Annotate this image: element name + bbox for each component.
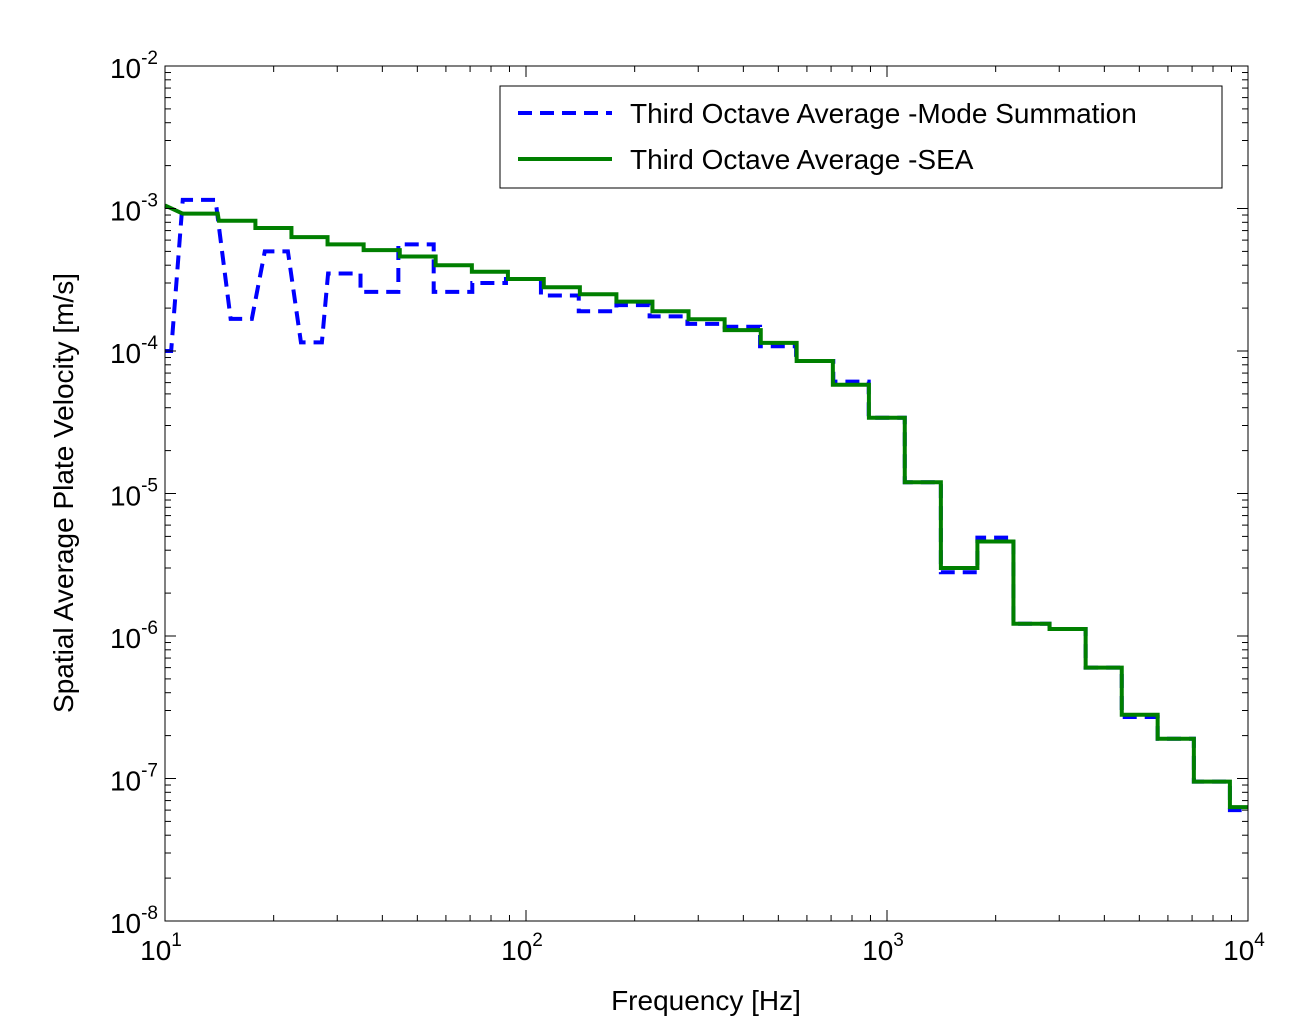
y-tick-label: 10-4 [110,333,158,369]
y-tick-label: 10-5 [110,476,158,512]
y-tick-label: 10-7 [110,761,158,797]
x-axis-title: Frequency [Hz] [611,985,801,1016]
y-tick-label: 10-3 [110,191,158,227]
legend-label-sea: Third Octave Average -SEA [630,144,974,175]
y-tick-label: 10-8 [110,903,158,939]
x-tick-label: 103 [862,930,904,966]
series-line-sea [164,203,1248,810]
x-tick-label: 101 [140,930,182,966]
legend-box [499,85,1223,189]
x-tick-labels: 101 102 103 104 [140,930,1265,966]
x-tick-label: 104 [1223,930,1265,966]
y-tick-labels: 10-8 10-7 10-6 10-5 10-4 10-3 10-2 [110,48,158,939]
x-tick-label: 102 [501,930,543,966]
legend-label-mode-summation: Third Octave Average -Mode Summation [630,98,1137,129]
y-tick-label: 10-2 [110,48,158,84]
series-layer [164,197,1248,813]
plot-area [165,66,1248,921]
ticks-layer [164,65,1249,922]
y-tick-label: 10-6 [110,618,158,654]
legend: Third Octave Average -Mode Summation Thi… [499,85,1223,189]
y-axis-title: Spatial Average Plate Velocity [m/s] [48,273,79,713]
